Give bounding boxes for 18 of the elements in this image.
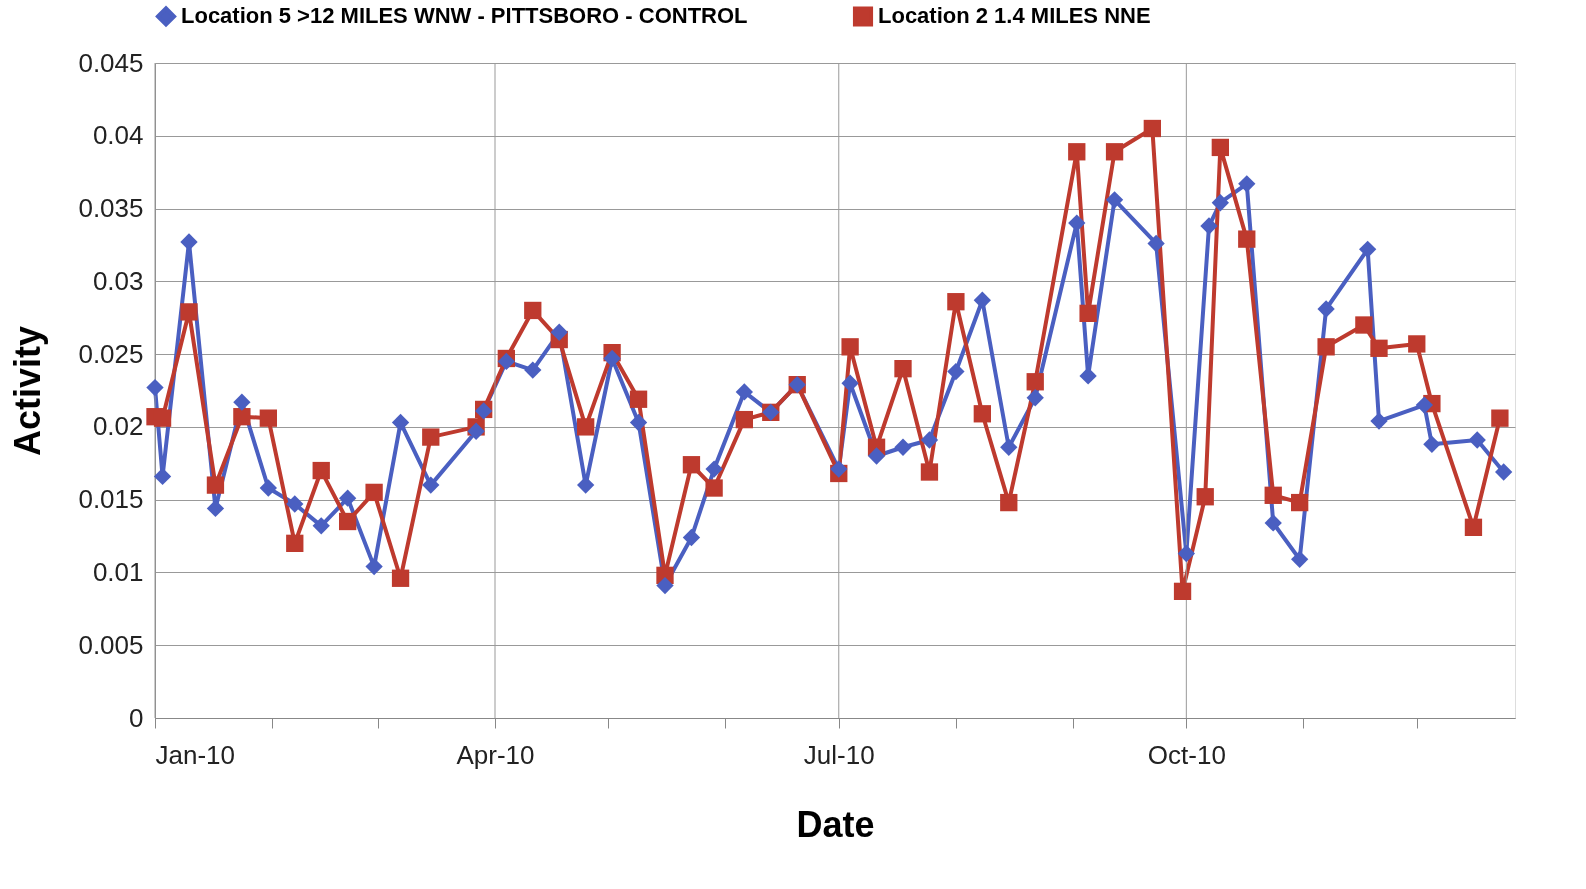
y-tick-label: 0.015	[78, 484, 144, 515]
x-tick-label: Jul-10	[803, 739, 875, 770]
x-axis-title: Date	[796, 803, 875, 845]
y-tick-label: 0.02	[92, 411, 144, 442]
y-tick-label: 0.04	[92, 120, 144, 151]
y-tick-label: 0.005	[78, 629, 144, 660]
y-tick-label: 0.045	[78, 47, 144, 78]
y-axis-title: Activity	[7, 325, 49, 457]
x-tick-label: Jan-10	[155, 739, 235, 770]
legend-label: Location 2 1.4 MILES NNE	[878, 3, 1151, 29]
y-tick-label: 0.03	[92, 265, 144, 296]
x-tick-label: Oct-10	[1147, 739, 1226, 770]
y-tick-label: 0	[129, 702, 144, 733]
y-tick-label: 0.01	[92, 556, 144, 587]
legend-label: Location 5 >12 MILES WNW - PITTSBORO - CONTROL	[181, 3, 748, 29]
x-tick-label: Apr-10	[456, 739, 535, 770]
y-tick-label: 0.025	[78, 338, 144, 369]
y-tick-label: 0.035	[78, 193, 144, 224]
